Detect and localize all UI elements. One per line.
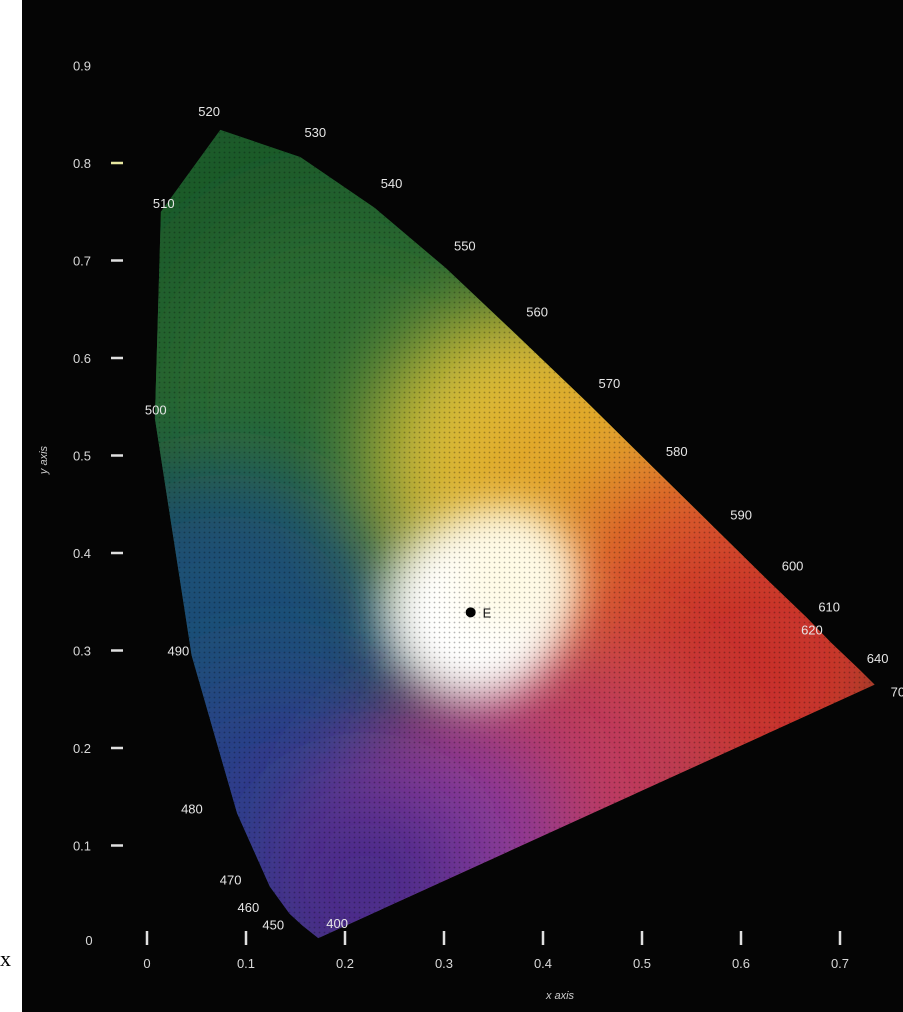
wavelength-label-610: 610 [818, 599, 840, 614]
wavelength-label-470: 470 [220, 872, 242, 887]
wavelength-label-590: 590 [730, 508, 752, 523]
wavelength-label-550: 550 [454, 238, 476, 253]
wavelength-label-400: 400 [326, 916, 348, 931]
y-tick-label: 0.5 [73, 449, 91, 464]
x-axis-title: x axis [545, 990, 575, 1002]
y-tick-label: 0.4 [73, 546, 91, 561]
y-tick-label: 0.9 [73, 59, 91, 74]
x-tick-label: 0.2 [336, 956, 354, 971]
x-tick-label: 0.7 [831, 956, 849, 971]
y-tick-label: 0.2 [73, 741, 91, 756]
y-tick-label: 0.6 [73, 351, 91, 366]
color-gamut [154, 129, 875, 939]
wavelength-label-480: 480 [181, 801, 203, 816]
wavelength-label-530: 530 [304, 125, 326, 140]
wavelength-label-510: 510 [153, 196, 175, 211]
origin-label: 0 [85, 933, 92, 948]
x-tick-label: 0.1 [237, 956, 255, 971]
wavelength-label-560: 560 [526, 305, 548, 320]
wavelength-label-620: 620 [801, 623, 823, 638]
x-tick-label: 0 [143, 956, 150, 971]
white-point-label: E [483, 605, 492, 620]
chromaticity-chart: 0 0.1 0.2 0.3 0.4 0.5 0.6 0.7 0 0.1 0.2 0.3 0.4 0.5 0.… [38, 59, 903, 1003]
axis-ticks: 0 0.1 0.2 0.3 0.4 0.5 0.6 0.7 0 0.1 0.2 0.3 0.4 0.5 0.… [73, 59, 849, 972]
wavelength-label-640: 640 [867, 651, 889, 666]
y-tick-label: 0.8 [73, 156, 91, 171]
wavelength-label-540: 540 [381, 176, 403, 191]
wavelength-label-580: 580 [666, 444, 688, 459]
wavelength-label-490: 490 [168, 643, 190, 658]
x-tick-label: 0.5 [633, 956, 651, 971]
white-point-e: E [465, 605, 492, 620]
y-tick-label: 0.7 [73, 254, 91, 269]
x-tick-label: 0.6 [732, 956, 750, 971]
wavelength-label-460: 460 [238, 900, 260, 915]
wavelength-label-520: 520 [198, 104, 220, 119]
wavelength-label-700: 700 [891, 685, 903, 700]
chromaticity-diagram: 0 0.1 0.2 0.3 0.4 0.5 0.6 0.7 0 0.1 0.2 0.3 0.4 0.5 0.… [22, 0, 903, 1012]
white-point-dot [465, 607, 476, 618]
x-tick-label: 0.4 [534, 956, 552, 971]
x-tick-label: 0.3 [435, 956, 453, 971]
wavelength-label-500: 500 [145, 402, 167, 417]
wavelength-label-570: 570 [599, 376, 621, 391]
y-axis-title: y axis [38, 445, 50, 475]
y-tick-label: 0.3 [73, 644, 91, 659]
stray-x-letter: x [0, 946, 11, 971]
halftone-texture [154, 129, 875, 939]
y-tick-label: 0.1 [73, 839, 91, 854]
wavelength-label-450: 450 [262, 917, 284, 932]
wavelength-label-600: 600 [782, 558, 804, 573]
